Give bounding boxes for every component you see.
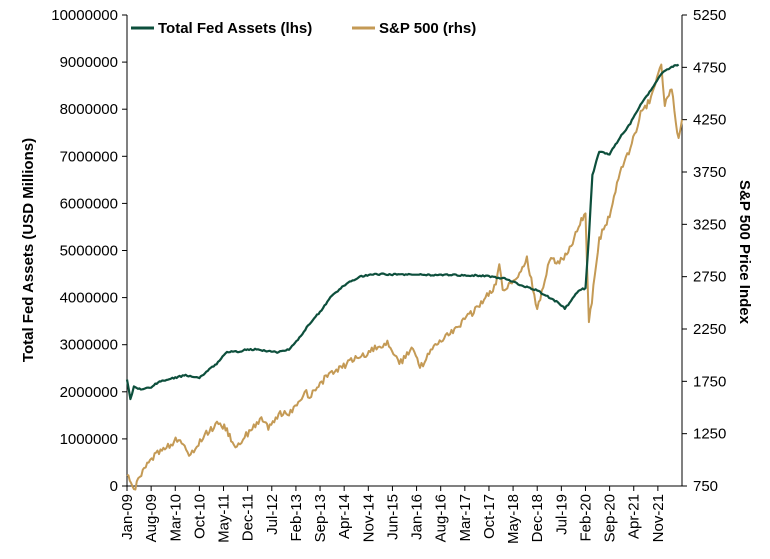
right-tick-label: 3750 [693, 164, 726, 181]
x-tick-label: May-11 [216, 494, 233, 543]
right-tick-label: 5250 [693, 7, 726, 24]
x-tick-label: Dec-18 [529, 494, 546, 542]
right-tick-label: 1250 [693, 426, 726, 443]
x-tick-label: Oct-10 [191, 494, 208, 539]
left-tick-label: 8000000 [60, 101, 118, 118]
left-tick-label: 7000000 [60, 148, 118, 165]
x-tick-label: May-18 [505, 494, 522, 544]
x-tick-label: Nov-21 [650, 494, 667, 542]
x-tick-label: Jan-09 [119, 494, 136, 540]
left-tick-label: 9000000 [60, 54, 118, 71]
series-layer [125, 63, 683, 491]
left-tick-label: 1000000 [60, 431, 118, 448]
x-tick-label: Jul-12 [264, 494, 281, 535]
right-axis-title: S&P 500 Price Index [736, 180, 753, 325]
x-tick-label: Aug-09 [143, 494, 160, 542]
left-axis-title: Total Fed Assets (USD Millions) [20, 138, 37, 362]
series-line-fed-assets [125, 63, 680, 401]
left-tick-label: 10000000 [51, 7, 118, 24]
left-tick-label: 0 [110, 478, 118, 495]
x-tick-label: Oct-17 [481, 494, 498, 539]
x-tick-label: Sep-13 [312, 494, 329, 542]
right-axis-ticks: 750 1250 1750 2250 2750 3250 3750 4250 4750 5250 [682, 7, 726, 495]
x-tick-label: Feb-20 [577, 494, 594, 542]
series-line-sp500 [126, 63, 683, 491]
x-tick-label: Sep-20 [602, 494, 619, 542]
left-axis-ticks: 0 1000000 2000000 3000000 4000000 5000000 6000… [51, 7, 127, 495]
x-tick-label: Apr-14 [336, 494, 353, 539]
left-tick-label: 6000000 [60, 195, 118, 212]
right-tick-label: 1750 [693, 373, 726, 390]
x-tick-label: Mar-17 [457, 494, 474, 542]
left-tick-label: 5000000 [60, 243, 118, 260]
right-tick-label: 4750 [693, 59, 726, 76]
right-tick-label: 750 [693, 478, 718, 495]
legend: Total Fed Assets (lhs) S&P 500 (rhs) [131, 20, 476, 37]
left-tick-label: 2000000 [60, 384, 118, 401]
right-tick-label: 3250 [693, 216, 726, 233]
left-tick-label: 4000000 [60, 290, 118, 307]
x-tick-label: Aug-16 [433, 494, 450, 542]
right-tick-label: 2250 [693, 321, 726, 338]
x-tick-label: Feb-13 [288, 494, 305, 542]
legend-label-sp500: S&P 500 (rhs) [379, 20, 476, 37]
x-tick-label: Nov-14 [360, 494, 377, 542]
x-tick-label: Jul-19 [553, 494, 570, 535]
x-tick-label: Jun-15 [384, 494, 401, 540]
left-tick-label: 3000000 [60, 337, 118, 354]
x-axis-ticks: Jan-09 Aug-09 Mar-10 Oct-10 May-11 Dec-11 Jul-… [119, 486, 667, 544]
x-tick-label: Mar-10 [167, 494, 184, 542]
legend-label-fed-assets: Total Fed Assets (lhs) [158, 20, 312, 37]
right-tick-label: 2750 [693, 269, 726, 286]
x-tick-label: Dec-11 [240, 494, 257, 541]
right-tick-label: 4250 [693, 112, 726, 129]
x-tick-label: Jan-16 [409, 494, 426, 540]
x-tick-label: Apr-21 [626, 494, 643, 539]
